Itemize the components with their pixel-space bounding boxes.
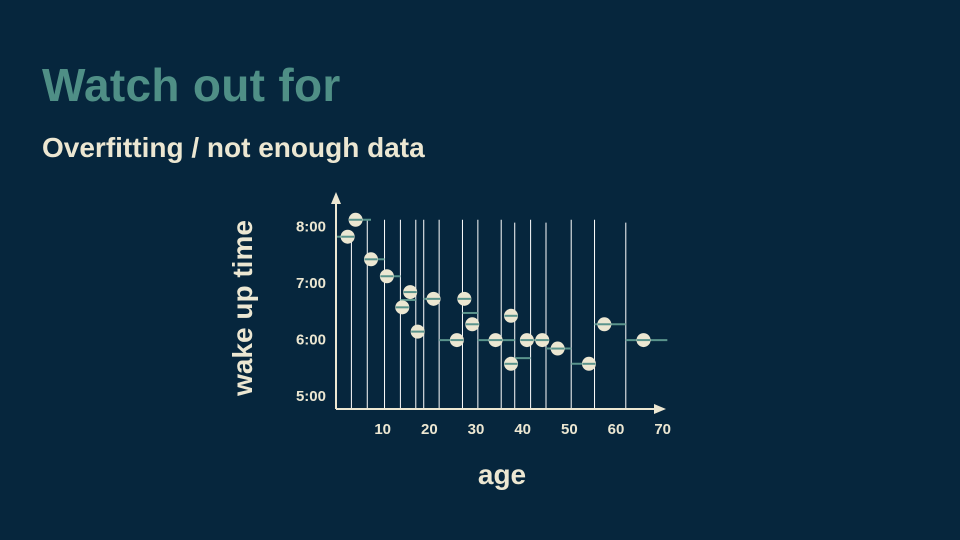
slide-subtitle: Overfitting / not enough data <box>42 132 425 163</box>
x-tick-label: 50 <box>561 421 578 438</box>
data-point <box>535 333 550 348</box>
data-point <box>457 291 472 306</box>
x-axis-label: age <box>478 459 526 490</box>
x-tick-labels: 10 20 30 40 50 60 70 <box>374 421 671 438</box>
split-lines <box>350 219 627 409</box>
x-tick-label: 40 <box>514 421 531 438</box>
data-point <box>403 285 418 300</box>
data-point <box>340 229 355 244</box>
data-point <box>395 300 410 315</box>
x-axis-arrow <box>654 404 666 414</box>
x-tick-label: 20 <box>421 421 438 438</box>
y-axis-label: wake up time <box>227 220 258 397</box>
y-tick-label: 5:00 <box>296 388 326 405</box>
x-tick-label: 60 <box>608 421 625 438</box>
data-point <box>581 356 596 371</box>
data-point <box>410 324 425 339</box>
y-tick-labels: 5:00 6:00 7:00 8:00 <box>296 218 326 404</box>
chart-axes <box>331 192 666 414</box>
x-tick-label: 30 <box>468 421 485 438</box>
x-tick-label: 70 <box>654 421 671 438</box>
x-tick-label: 10 <box>374 421 391 438</box>
data-point <box>465 317 480 332</box>
data-point <box>488 333 503 348</box>
data-point <box>504 308 518 323</box>
data-point <box>364 252 378 267</box>
data-point <box>449 333 464 348</box>
y-axis-arrow <box>331 192 341 204</box>
y-tick-label: 8:00 <box>296 218 326 235</box>
data-point <box>519 333 534 348</box>
data-point <box>426 291 441 306</box>
data-point <box>597 317 612 332</box>
y-tick-label: 6:00 <box>296 331 326 348</box>
y-tick-label: 7:00 <box>296 275 326 292</box>
data-point <box>636 333 651 348</box>
data-point <box>504 356 518 371</box>
data-point <box>348 212 363 227</box>
data-point <box>379 269 394 284</box>
data-points <box>340 212 651 371</box>
data-point <box>550 341 565 356</box>
slide-title: Watch out for <box>42 59 341 111</box>
